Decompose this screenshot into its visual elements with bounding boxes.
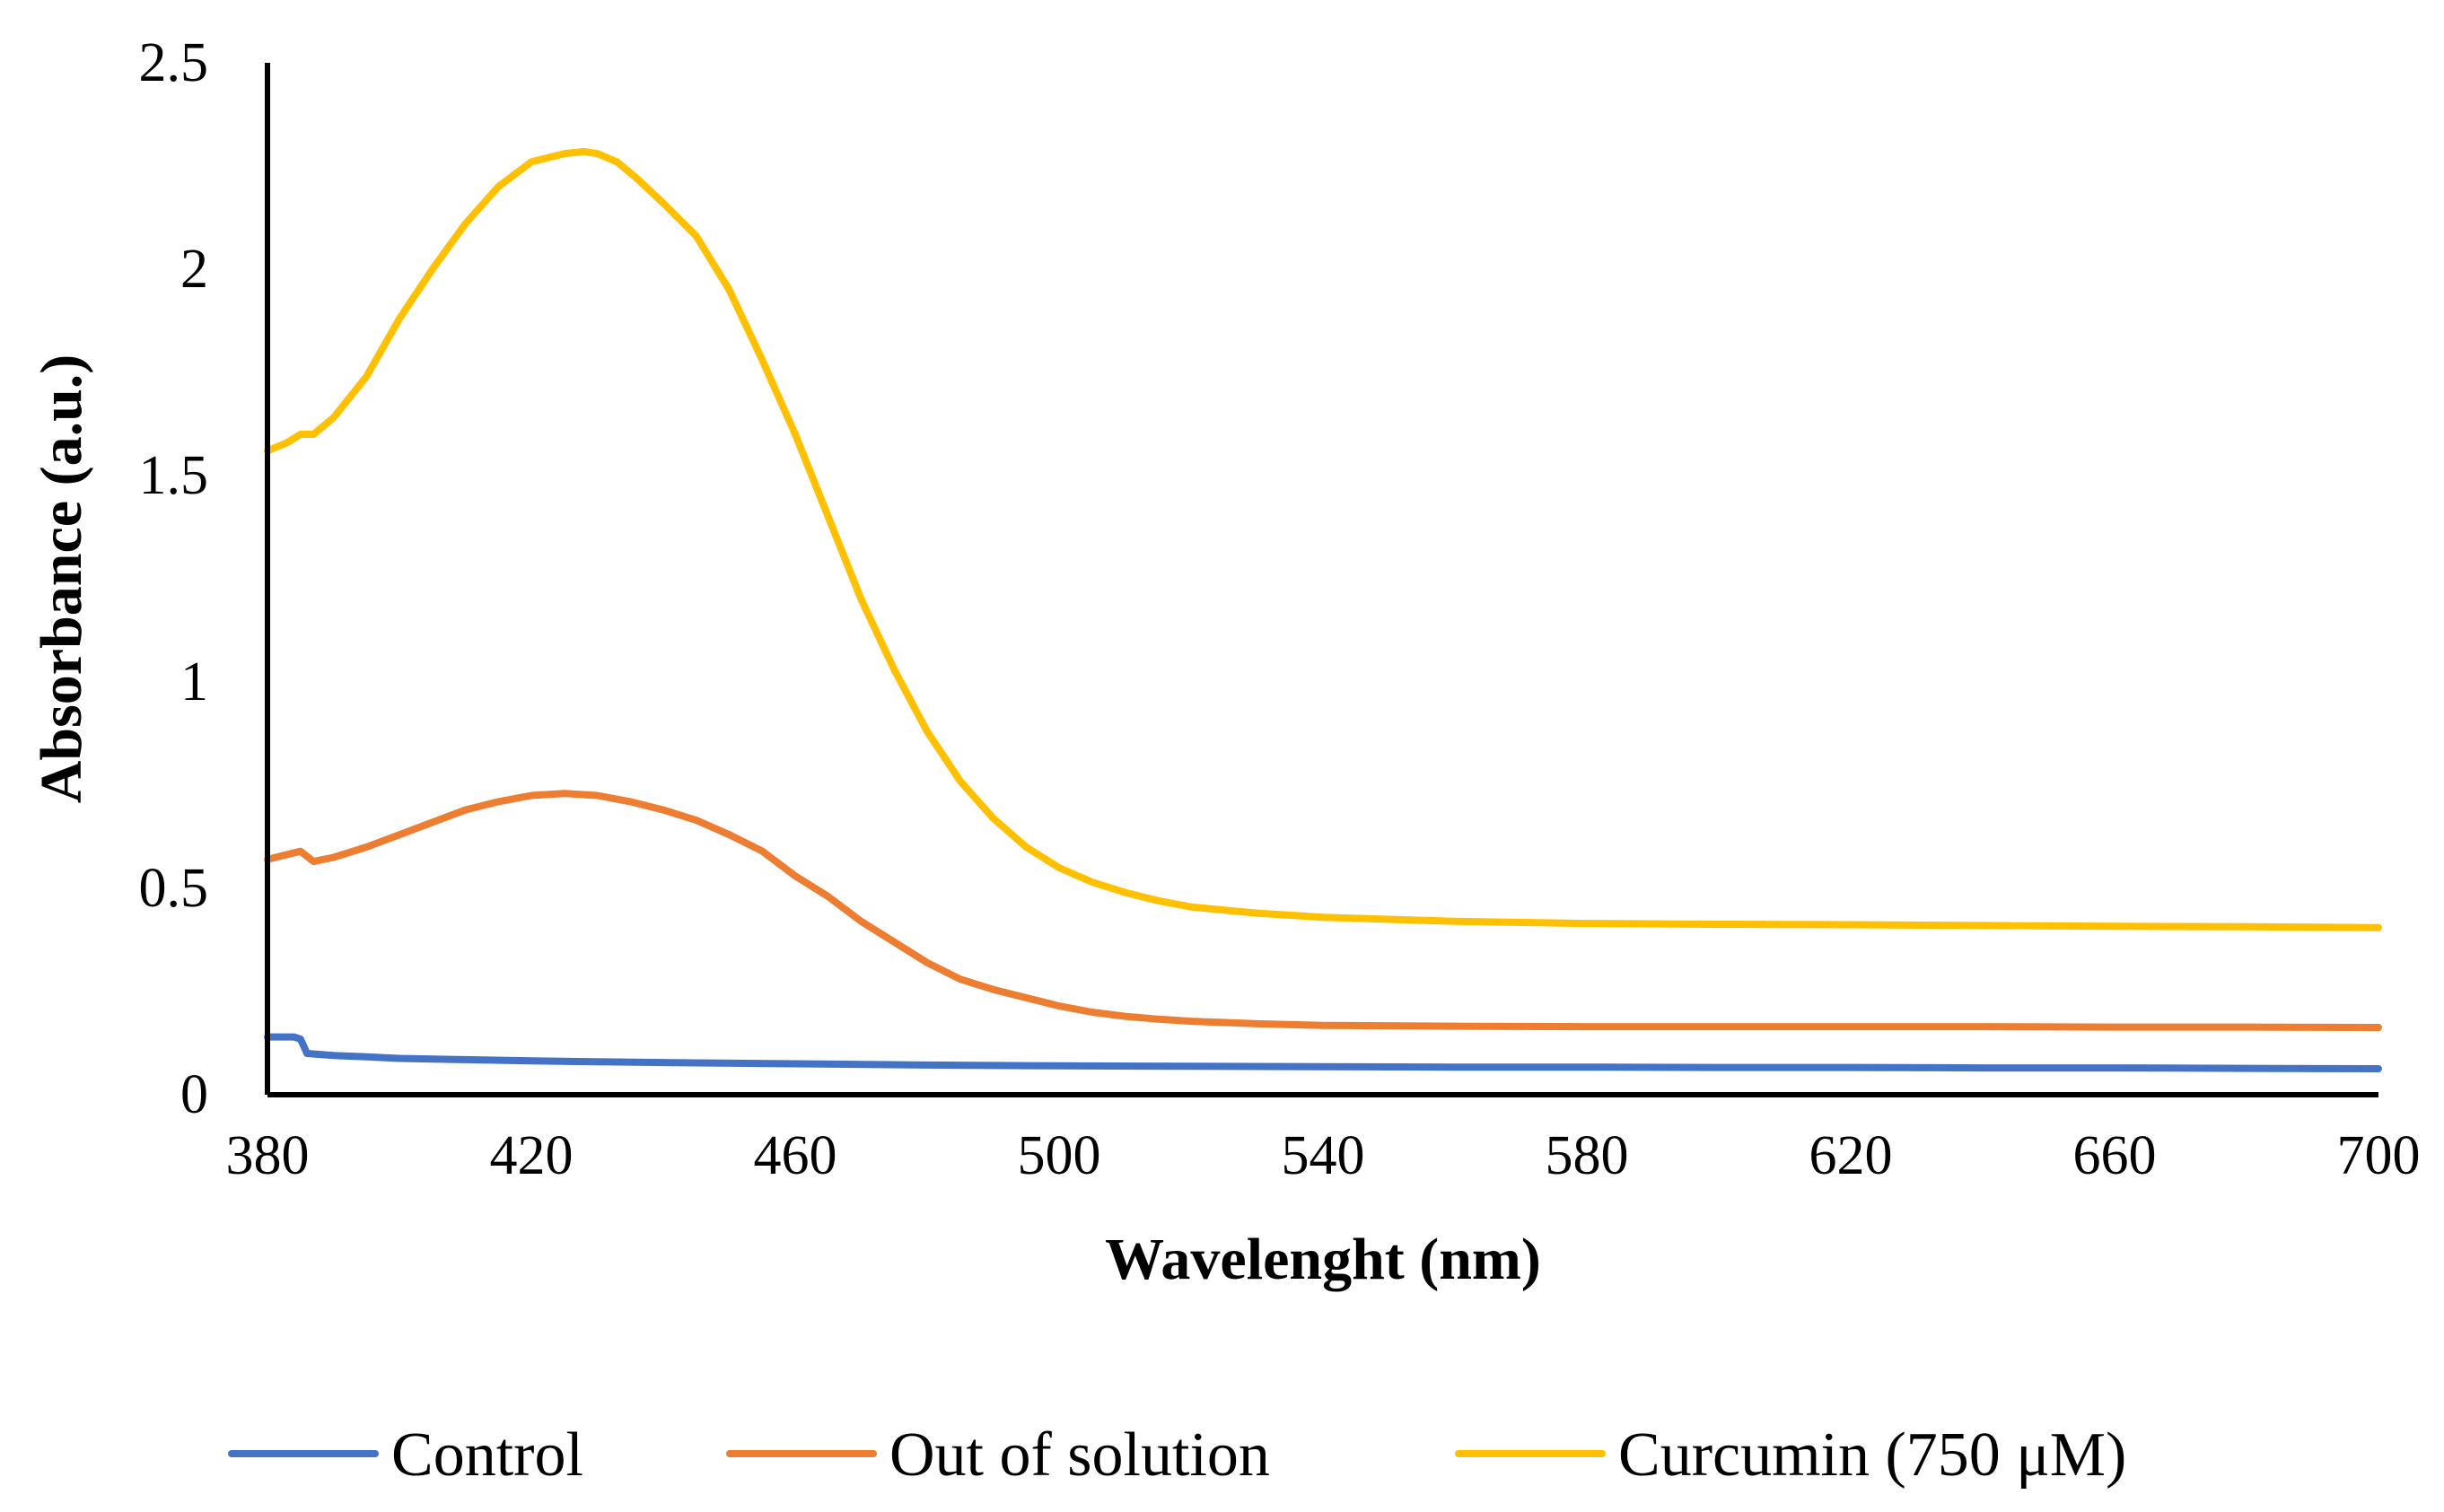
x-tick-labels: 380 420 460 500 540 580 620 660 700 bbox=[226, 1125, 2421, 1186]
x-tick-label: 380 bbox=[226, 1125, 310, 1186]
x-tick-label: 500 bbox=[1018, 1125, 1101, 1186]
y-tick-label: 2 bbox=[180, 239, 208, 300]
x-tick-label: 420 bbox=[490, 1125, 574, 1186]
y-tick-label: 0 bbox=[180, 1064, 208, 1125]
y-tick-label: 1 bbox=[180, 651, 208, 712]
y-tick-labels: 0 0.5 1 1.5 2 2.5 bbox=[139, 32, 209, 1125]
y-axis-title: Absorbance (a.u.) bbox=[29, 354, 94, 804]
y-tick-label: 0.5 bbox=[139, 858, 209, 919]
x-tick-label: 580 bbox=[1546, 1125, 1629, 1186]
x-tick-label: 620 bbox=[1809, 1125, 1893, 1186]
series-line-2 bbox=[264, 790, 2382, 1031]
legend-label-3: Curcumin (750 μM) bbox=[1618, 1420, 2126, 1490]
y-tick-label: 1.5 bbox=[139, 445, 209, 506]
x-tick-label: 700 bbox=[2337, 1125, 2421, 1186]
series-line-1 bbox=[264, 1033, 2382, 1072]
x-axis-title: Wavelenght (nm) bbox=[1105, 1227, 1541, 1292]
x-tick-label: 460 bbox=[754, 1125, 837, 1186]
x-tick-label: 540 bbox=[1282, 1125, 1365, 1186]
series-layer bbox=[264, 147, 2382, 1072]
legend-label-1: Control bbox=[391, 1420, 583, 1490]
legend: Control Out of solution Curcumin (750 μM) bbox=[228, 1420, 2126, 1490]
series-line-3 bbox=[264, 147, 2382, 931]
x-tick-label: 660 bbox=[2073, 1125, 2157, 1186]
legend-label-2: Out of solution bbox=[889, 1420, 1270, 1490]
y-tick-label: 2.5 bbox=[139, 32, 209, 93]
